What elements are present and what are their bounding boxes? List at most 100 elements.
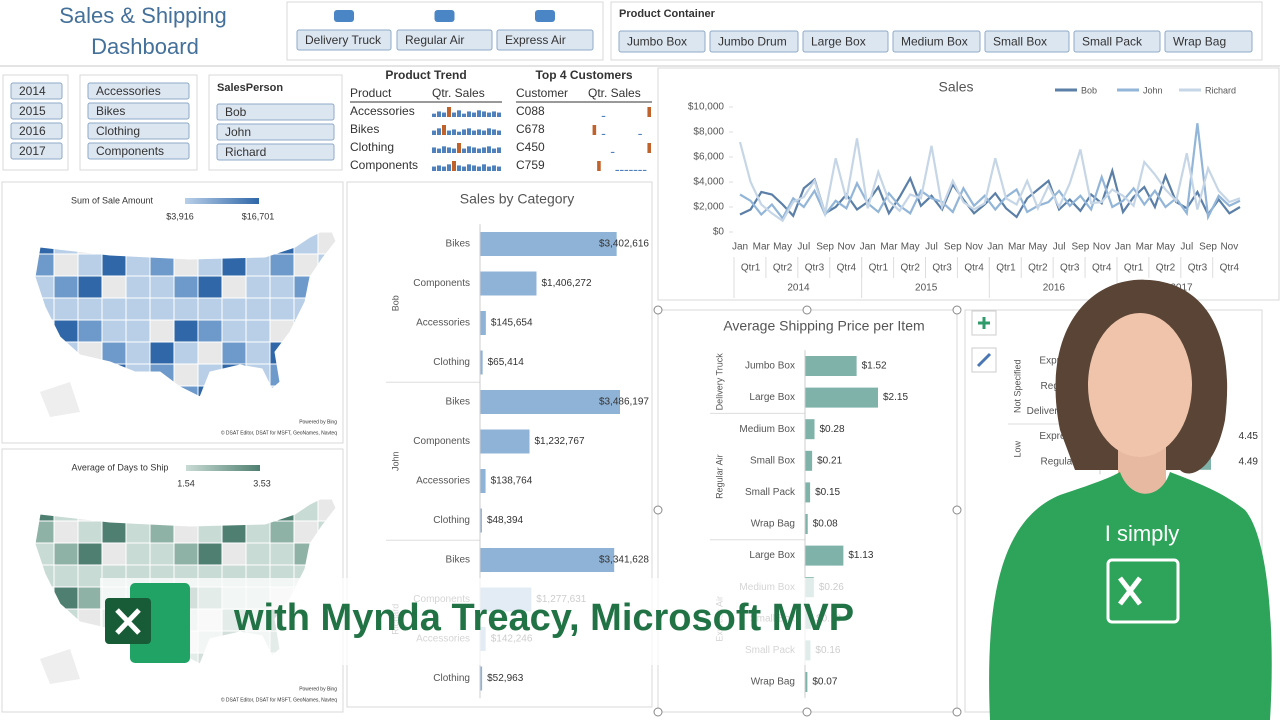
map-state bbox=[149, 542, 175, 566]
slicer-button-label: Small Pack bbox=[1082, 35, 1143, 49]
bar bbox=[805, 356, 857, 376]
sparkline-bar bbox=[610, 151, 615, 153]
sparkline-bar bbox=[482, 130, 486, 135]
map-state bbox=[77, 275, 103, 299]
sparkline-bar bbox=[437, 165, 441, 171]
quarter-label: Qtr2 bbox=[773, 263, 793, 274]
sparkline-bar bbox=[442, 112, 446, 117]
slicer-button-label: Jumbo Drum bbox=[718, 35, 787, 49]
slicer-title: Product Container bbox=[619, 8, 716, 20]
category-label: Accessories bbox=[416, 476, 470, 487]
map-state bbox=[101, 297, 127, 321]
selection-handle bbox=[952, 505, 962, 515]
map-state bbox=[149, 275, 175, 299]
sparkline-bar bbox=[642, 169, 647, 171]
map-legend-label: 1.54 bbox=[177, 478, 195, 488]
slicer-button[interactable] bbox=[802, 30, 889, 53]
data-label: 4.45 bbox=[1239, 431, 1259, 442]
sparkline-bar bbox=[442, 146, 446, 153]
slicer-button[interactable] bbox=[496, 29, 594, 51]
table-row-label: Accessories bbox=[350, 104, 415, 118]
bar bbox=[805, 482, 811, 503]
map-state bbox=[77, 542, 103, 566]
map-state bbox=[173, 275, 199, 299]
map-state bbox=[77, 520, 103, 544]
slicer-button[interactable] bbox=[87, 122, 190, 140]
map-state bbox=[53, 542, 79, 566]
slicer-button-label: Medium Box bbox=[901, 35, 968, 49]
map-state bbox=[101, 542, 127, 566]
sparkline-bar bbox=[447, 107, 451, 117]
sparkline-bar bbox=[620, 169, 624, 171]
sparkline-bar bbox=[447, 164, 451, 171]
x-tick-label: Jan bbox=[1115, 242, 1131, 253]
y-tick-label: $8,000 bbox=[693, 127, 724, 138]
slicer-button[interactable] bbox=[216, 103, 335, 121]
slicer-button[interactable] bbox=[396, 29, 493, 51]
slicer-button-label: 2014 bbox=[19, 84, 46, 98]
group-label: Regular Air bbox=[714, 454, 724, 499]
sparkline-bar bbox=[457, 143, 461, 153]
line-series bbox=[738, 138, 1241, 223]
x-tick-label: Mar bbox=[1136, 242, 1154, 253]
table-row-label: C450 bbox=[516, 140, 545, 154]
sparkline-bar bbox=[492, 165, 496, 171]
map-powered: Powered by Bing bbox=[299, 686, 337, 692]
shirt-logo-x bbox=[1118, 576, 1142, 606]
bar bbox=[480, 469, 486, 493]
data-label: 4.49 bbox=[1239, 456, 1259, 467]
category-label: Clothing bbox=[433, 515, 470, 526]
x-tick-label: Nov bbox=[837, 242, 855, 253]
slicer-button[interactable] bbox=[87, 102, 190, 120]
quarter-label: Qtr3 bbox=[1060, 263, 1080, 274]
slicer-button[interactable] bbox=[892, 30, 981, 53]
slicer-title: SalesPerson bbox=[217, 82, 283, 94]
sparkline-bar bbox=[432, 166, 436, 171]
slicer-button[interactable] bbox=[984, 30, 1070, 53]
bar bbox=[480, 548, 615, 572]
slicer-button[interactable] bbox=[216, 143, 335, 161]
slicer-button[interactable] bbox=[87, 142, 190, 160]
sparkline-bar bbox=[467, 146, 471, 153]
slicer-button[interactable] bbox=[1164, 30, 1253, 53]
map-state bbox=[125, 542, 151, 566]
slicer-button[interactable] bbox=[10, 122, 63, 140]
map-state bbox=[197, 319, 223, 343]
x-tick-label: May bbox=[773, 242, 792, 253]
slicer-button[interactable] bbox=[709, 30, 799, 53]
category-label: Wrap Bag bbox=[751, 677, 795, 688]
map-state bbox=[245, 542, 271, 566]
y-tick-label: $2,000 bbox=[693, 202, 724, 213]
slicer-button-label: Accessories bbox=[96, 84, 161, 98]
slicer-button[interactable] bbox=[10, 82, 63, 100]
selection-handle bbox=[653, 305, 663, 315]
slicer-button[interactable] bbox=[10, 102, 63, 120]
sparkline-bar bbox=[482, 164, 486, 171]
sparkline-bar bbox=[477, 129, 481, 135]
slicer-button-label: 2017 bbox=[19, 144, 46, 158]
slicer-button[interactable] bbox=[296, 29, 392, 51]
map-state bbox=[221, 275, 247, 299]
x-tick-label: Mar bbox=[1008, 242, 1026, 253]
bar bbox=[805, 387, 878, 408]
slicer-button[interactable] bbox=[10, 142, 63, 160]
table-row-label: C678 bbox=[516, 122, 545, 136]
slicer-button[interactable] bbox=[1073, 30, 1161, 53]
bar bbox=[480, 311, 486, 335]
x-tick-label: Jul bbox=[1053, 242, 1066, 253]
video-overlay: with Mynda Treacy, Microsoft MVP I simply bbox=[100, 279, 1272, 720]
selection-handle bbox=[653, 707, 663, 717]
map-outline bbox=[34, 226, 337, 398]
group-label: John bbox=[390, 451, 400, 471]
slicer-button[interactable] bbox=[216, 123, 335, 141]
sparkline-bar bbox=[432, 130, 436, 135]
map-legend-label: $3,916 bbox=[166, 211, 194, 221]
quarter-label: Qtr4 bbox=[964, 263, 984, 274]
table-row-label: Bikes bbox=[350, 122, 379, 136]
slicer-button-label: Bikes bbox=[96, 104, 125, 118]
slicer-button[interactable] bbox=[87, 82, 190, 100]
sparkline-bar bbox=[597, 161, 601, 171]
category-label: Components bbox=[413, 436, 470, 447]
category-label: Regular Air bbox=[1041, 456, 1091, 467]
slicer-button[interactable] bbox=[618, 30, 706, 53]
